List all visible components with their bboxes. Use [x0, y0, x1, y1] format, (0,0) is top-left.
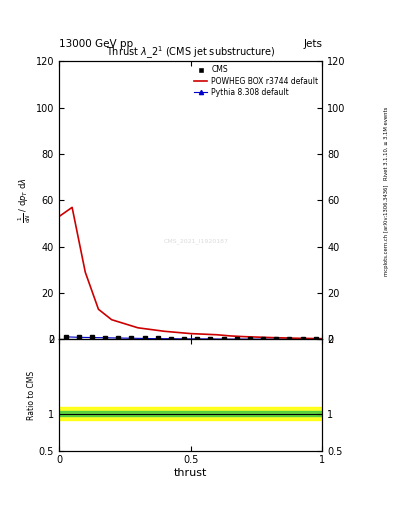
Title: Thrust $\lambda\_2^1$ (CMS jet substructure): Thrust $\lambda\_2^1$ (CMS jet substruct…: [106, 44, 275, 61]
Y-axis label: Ratio to CMS: Ratio to CMS: [27, 370, 36, 419]
Text: CMS_2021_I1920187: CMS_2021_I1920187: [163, 238, 228, 244]
Legend: CMS, POWHEG BOX r3744 default, Pythia 8.308 default: CMS, POWHEG BOX r3744 default, Pythia 8.…: [194, 65, 318, 97]
Text: Rivet 3.1.10, ≥ 3.1M events: Rivet 3.1.10, ≥ 3.1M events: [384, 106, 389, 180]
Text: Jets: Jets: [303, 38, 322, 49]
Text: 13000 GeV pp: 13000 GeV pp: [59, 38, 133, 49]
X-axis label: thrust: thrust: [174, 468, 207, 478]
Y-axis label: $\frac{1}{\mathrm{d}N}$ / $\mathrm{d}p_T$ $\mathrm{d}\lambda$: $\frac{1}{\mathrm{d}N}$ / $\mathrm{d}p_T…: [17, 178, 33, 223]
Text: mcplots.cern.ch [arXiv:1306.3436]: mcplots.cern.ch [arXiv:1306.3436]: [384, 185, 389, 276]
